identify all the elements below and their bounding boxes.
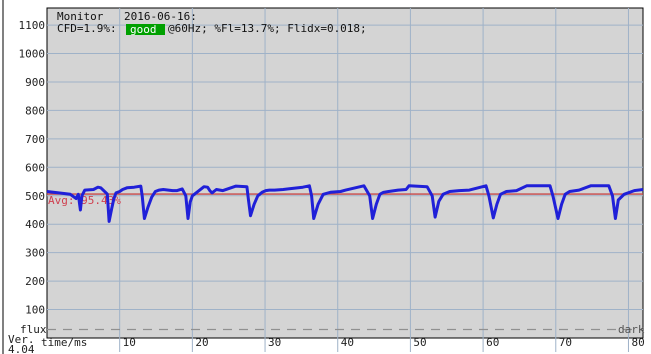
quality-badge-background [126,24,165,35]
grid-lines [47,8,643,352]
plot-area [46,7,644,339]
signal-series-line [46,184,644,223]
x-axis-tick-labels: 10 20 30 40 50 60 70 80 [123,336,645,349]
y-tick-label-1100: 1100 [19,19,46,32]
y-tick-label-800: 800 [25,104,45,117]
y-tick-label-300: 300 [25,247,45,260]
x-tick-label-20: 20 [195,336,208,349]
x-tick-label-30: 30 [268,336,281,349]
y-tick-label-200: 200 [25,275,45,288]
x-tick-label-50: 50 [413,336,426,349]
x-tick-label-70: 70 [559,336,572,349]
x-tick-label-60: 60 [486,336,499,349]
x-tick-label-80: 80 [631,336,644,349]
y-tick-label-100: 100 [25,304,45,317]
y-tick-label-600: 600 [25,161,45,174]
x-tick-label-10: 10 [123,336,136,349]
version-label: Ver. [8,333,35,346]
y-axis-tick-labels: 100 200 300 400 500 600 700 800 900 1000 1100 [19,19,46,316]
header-cfd: CFD=1.9%: [57,22,117,35]
x-axis-label: time/ms [41,336,87,349]
header-metrics: @60Hz; %Fl=13.7%; Flidx=0.018; [168,22,367,35]
x-tick-label-40: 40 [341,336,354,349]
version-number: 4.04 [8,343,35,354]
y-tick-label-500: 500 [25,190,45,203]
flux-label: flux [20,323,47,336]
header-monitor-label: Monitor [57,10,104,23]
header-date: 2016-06-16: [124,10,197,23]
quality-badge: good [130,23,157,36]
average-label: Avg: 95.43% [48,194,121,207]
y-tick-label-900: 900 [25,76,45,89]
y-tick-label-400: 400 [25,218,45,231]
y-tick-label-1000: 1000 [19,48,46,61]
dark-label: dark [618,323,645,336]
y-tick-label-700: 700 [25,133,45,146]
